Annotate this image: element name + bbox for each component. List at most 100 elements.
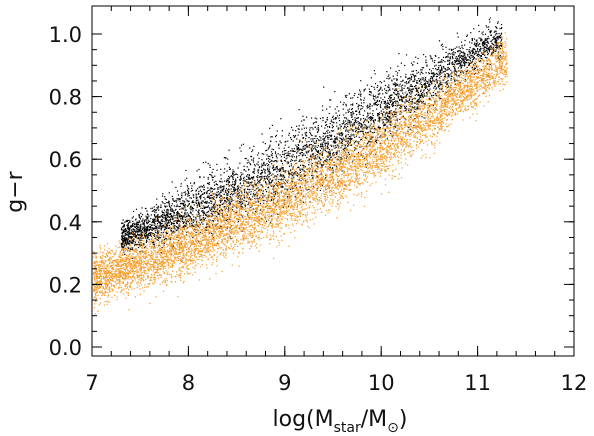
data-point	[340, 154, 343, 156]
data-point	[157, 215, 159, 217]
data-point	[478, 37, 480, 39]
data-point	[234, 188, 236, 190]
data-point	[249, 188, 251, 191]
data-point	[150, 218, 152, 220]
data-point	[236, 194, 238, 196]
data-point	[133, 225, 135, 227]
data-point	[240, 150, 242, 152]
data-point	[464, 76, 466, 78]
data-point	[317, 150, 320, 153]
data-point	[234, 181, 236, 183]
data-point	[422, 100, 425, 102]
data-point	[261, 133, 263, 135]
data-point	[434, 55, 436, 57]
data-point	[171, 222, 173, 224]
data-point	[473, 43, 475, 46]
data-point	[487, 63, 489, 65]
data-point	[332, 147, 335, 149]
data-point	[401, 89, 403, 91]
data-point	[127, 224, 129, 226]
data-point	[369, 125, 371, 127]
data-point	[157, 244, 159, 246]
data-point	[304, 154, 306, 156]
data-point	[234, 183, 236, 185]
data-point	[229, 176, 231, 179]
data-point	[135, 231, 137, 233]
data-point	[162, 290, 165, 292]
data-point	[421, 67, 423, 69]
data-point	[226, 201, 228, 203]
data-point	[399, 111, 402, 113]
data-point	[145, 235, 147, 237]
data-point	[485, 46, 487, 48]
data-point	[210, 212, 212, 215]
data-point	[143, 223, 145, 225]
data-point	[453, 54, 455, 56]
data-point	[326, 117, 328, 119]
data-point	[133, 222, 135, 224]
data-point	[306, 145, 308, 147]
data-point	[355, 110, 357, 112]
data-point	[487, 41, 489, 43]
data-point	[306, 141, 308, 143]
data-point	[392, 75, 394, 77]
data-point	[212, 168, 214, 170]
data-point	[383, 102, 385, 104]
data-point	[449, 62, 451, 64]
data-point	[156, 239, 158, 241]
data-point	[239, 202, 241, 204]
data-point	[146, 236, 149, 238]
data-point	[405, 76, 407, 78]
data-point	[166, 284, 168, 286]
data-point	[264, 143, 266, 145]
data-point	[344, 145, 346, 147]
data-point	[211, 211, 213, 213]
data-point	[305, 132, 307, 134]
data-point	[187, 204, 189, 206]
data-point	[208, 202, 210, 204]
data-point	[486, 47, 488, 49]
data-point	[327, 142, 329, 145]
data-point	[280, 186, 282, 188]
data-point	[345, 136, 347, 138]
data-point	[180, 218, 182, 220]
data-point	[444, 76, 447, 78]
data-point	[146, 277, 149, 279]
data-point	[246, 162, 248, 164]
data-point	[271, 136, 273, 138]
data-point	[253, 227, 255, 229]
data-point	[442, 79, 444, 81]
data-point	[303, 170, 306, 172]
data-point	[321, 164, 323, 166]
data-point	[329, 134, 331, 136]
data-point	[138, 215, 140, 217]
data-point	[248, 174, 251, 176]
data-point	[135, 223, 137, 225]
data-point	[327, 129, 329, 131]
data-point	[415, 75, 417, 77]
data-point	[101, 286, 103, 288]
data-point	[497, 22, 499, 24]
data-point	[474, 67, 476, 69]
data-point	[386, 104, 388, 106]
data-point	[320, 153, 322, 155]
data-point	[282, 190, 284, 192]
data-point	[128, 228, 130, 230]
data-point	[315, 150, 317, 152]
data-point	[247, 188, 249, 190]
data-point	[464, 53, 466, 55]
data-point	[172, 245, 174, 247]
data-point	[422, 96, 424, 98]
data-point	[240, 191, 242, 193]
data-point	[198, 168, 200, 171]
data-point	[211, 208, 213, 210]
data-point	[419, 100, 421, 102]
data-point	[283, 150, 285, 152]
data-point	[293, 156, 295, 158]
data-point	[372, 136, 374, 139]
data-point	[146, 235, 148, 237]
data-point	[433, 72, 435, 74]
data-point	[466, 35, 468, 37]
data-point	[157, 239, 159, 241]
data-point	[283, 147, 285, 149]
